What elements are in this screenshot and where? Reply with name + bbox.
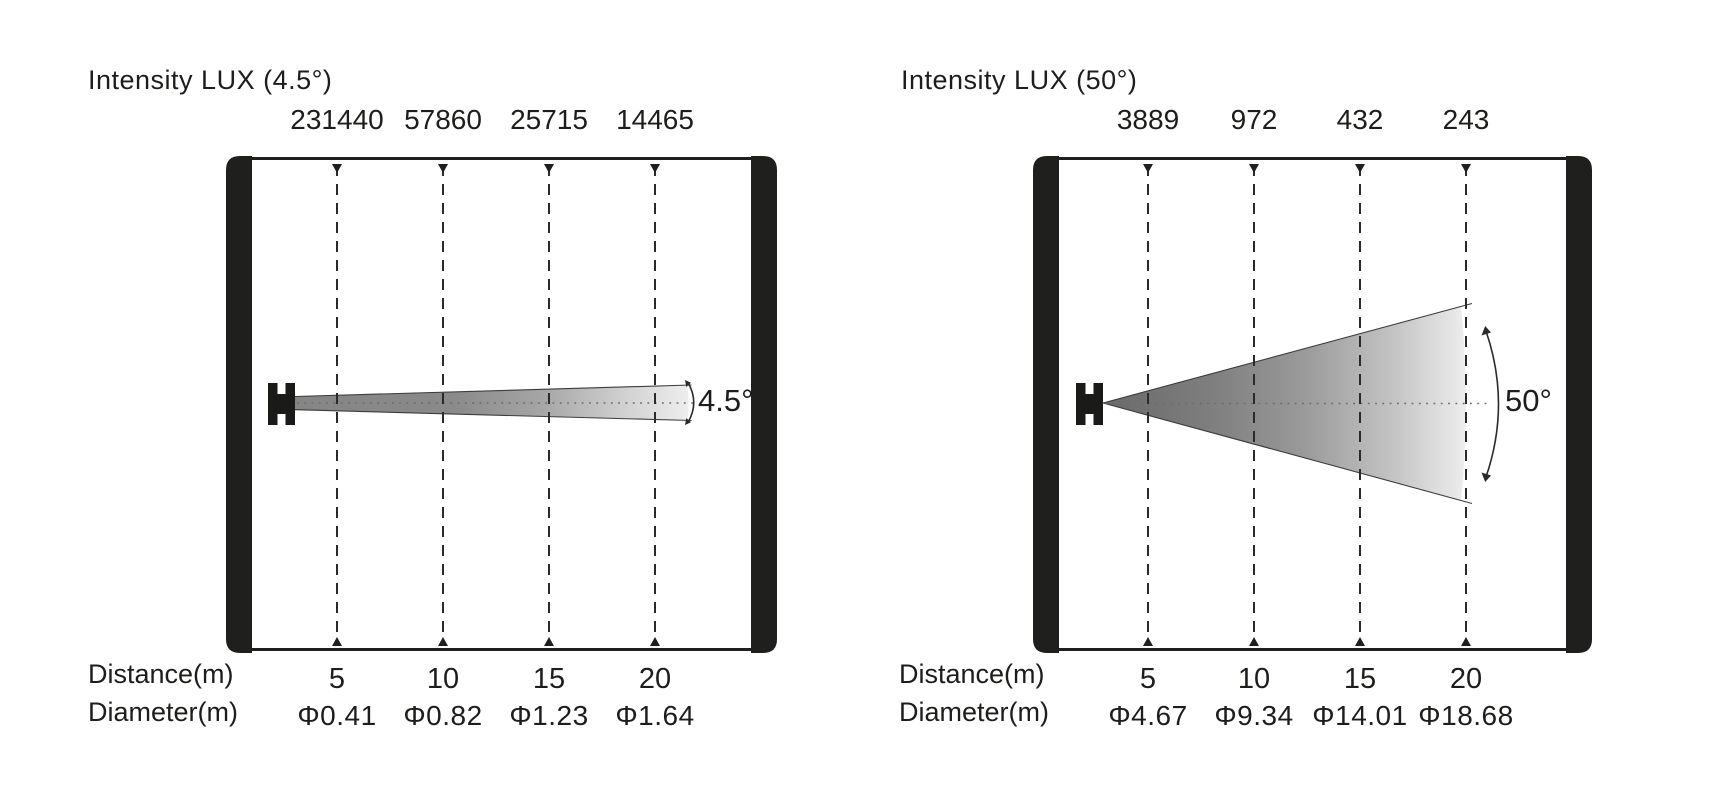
right-beam-top-edge xyxy=(1102,302,1473,404)
left-distance-value: 10 xyxy=(426,663,460,695)
arrow-down-icon xyxy=(1355,164,1365,173)
right-beam-angle-label: 50° xyxy=(1505,383,1552,418)
right-panel-title: Intensity LUX (50°) xyxy=(901,65,1138,95)
right-diameter-value: Φ14.01 xyxy=(1312,700,1408,731)
arrow-down-icon xyxy=(650,164,660,173)
right-lux-value-20m: 243 xyxy=(1442,104,1490,135)
arrow-up-icon xyxy=(650,637,660,646)
left-panel-left-wall-bar xyxy=(226,156,252,653)
right-diameter-row-label: Diameter(m) xyxy=(899,697,1050,727)
left-beam-top-edge xyxy=(294,384,692,398)
left-panel-bottom-border xyxy=(246,648,757,651)
arrow-down-icon xyxy=(1143,164,1153,173)
arrow-down-icon xyxy=(1249,164,1259,173)
arrow-down-icon xyxy=(544,164,554,173)
right-distance-value: 20 xyxy=(1449,663,1483,695)
arrow-up-icon xyxy=(1249,637,1259,646)
right-beam-cone xyxy=(1103,307,1466,500)
left-diameter-row-label: Diameter(m) xyxy=(88,697,239,727)
right-distance-row-label: Distance(m) xyxy=(899,659,1045,689)
right-distance-value: 10 xyxy=(1237,663,1271,695)
left-diameter-value: Φ1.64 xyxy=(615,700,695,731)
right-lux-value-10m: 972 xyxy=(1230,104,1278,135)
left-distance-value: 5 xyxy=(328,663,346,695)
right-panel-right-wall-bar xyxy=(1566,156,1592,653)
arrow-up-icon xyxy=(332,637,342,646)
right-distance-value: 15 xyxy=(1343,663,1377,695)
arrow-down-icon xyxy=(438,164,448,173)
right-distance-value: 5 xyxy=(1139,663,1157,695)
left-distance-gridlines xyxy=(336,165,656,645)
left-lux-value-10m: 57860 xyxy=(404,104,482,135)
left-diameter-value: Φ1.23 xyxy=(509,700,589,731)
arrow-up-icon xyxy=(1355,637,1365,646)
arrow-down-icon xyxy=(332,164,342,173)
right-beam-bottom-edge xyxy=(1102,402,1473,505)
right-lux-value-15m: 432 xyxy=(1336,104,1384,135)
right-distance-gridlines xyxy=(1147,165,1467,645)
right-diameter-value: Φ9.34 xyxy=(1214,700,1294,731)
left-panel-right-wall-bar xyxy=(751,156,777,653)
left-arc-arrow-top-icon xyxy=(685,380,691,387)
right-panel-left-wall-bar xyxy=(1033,156,1059,653)
left-distance-value: 15 xyxy=(532,663,566,695)
right-arc-arrow-bottom-icon xyxy=(1481,472,1491,482)
right-beam-angle-arc xyxy=(1485,330,1500,478)
left-distance-value: 20 xyxy=(638,663,672,695)
left-diameter-value: Φ0.41 xyxy=(297,700,377,731)
right-panel-top-border xyxy=(1053,157,1566,160)
left-lux-value-20m: 14465 xyxy=(616,104,694,135)
left-distance-row-label: Distance(m) xyxy=(88,659,234,689)
right-arc-arrow-top-icon xyxy=(1481,326,1491,336)
left-arc-arrow-bottom-icon xyxy=(685,418,691,425)
arrow-up-icon xyxy=(544,637,554,646)
right-light-fixture-icon xyxy=(1076,383,1103,425)
right-diameter-value: Φ18.68 xyxy=(1418,700,1514,731)
left-panel-title: Intensity LUX (4.5°) xyxy=(88,65,333,95)
left-diameter-value: Φ0.82 xyxy=(403,700,483,731)
arrow-up-icon xyxy=(438,637,448,646)
left-beam-angle-label: 4.5° xyxy=(698,383,754,418)
arrow-up-icon xyxy=(1143,637,1153,646)
left-lux-value-15m: 25715 xyxy=(510,104,588,135)
left-panel-top-border xyxy=(246,157,757,160)
left-light-fixture-icon xyxy=(268,383,295,425)
left-gridline-arrowheads xyxy=(332,164,660,646)
left-beam-bottom-edge xyxy=(294,409,692,422)
right-panel-bottom-border xyxy=(1053,648,1566,651)
right-gridline-arrowheads xyxy=(1143,164,1471,646)
right-lux-value-5m: 3889 xyxy=(1116,104,1180,135)
arrow-up-icon xyxy=(1461,637,1471,646)
right-diameter-value: Φ4.67 xyxy=(1108,700,1188,731)
arrow-down-icon xyxy=(1461,164,1471,173)
left-lux-value-5m: 231440 xyxy=(290,104,384,135)
left-beam-angle-arc xyxy=(687,383,695,422)
